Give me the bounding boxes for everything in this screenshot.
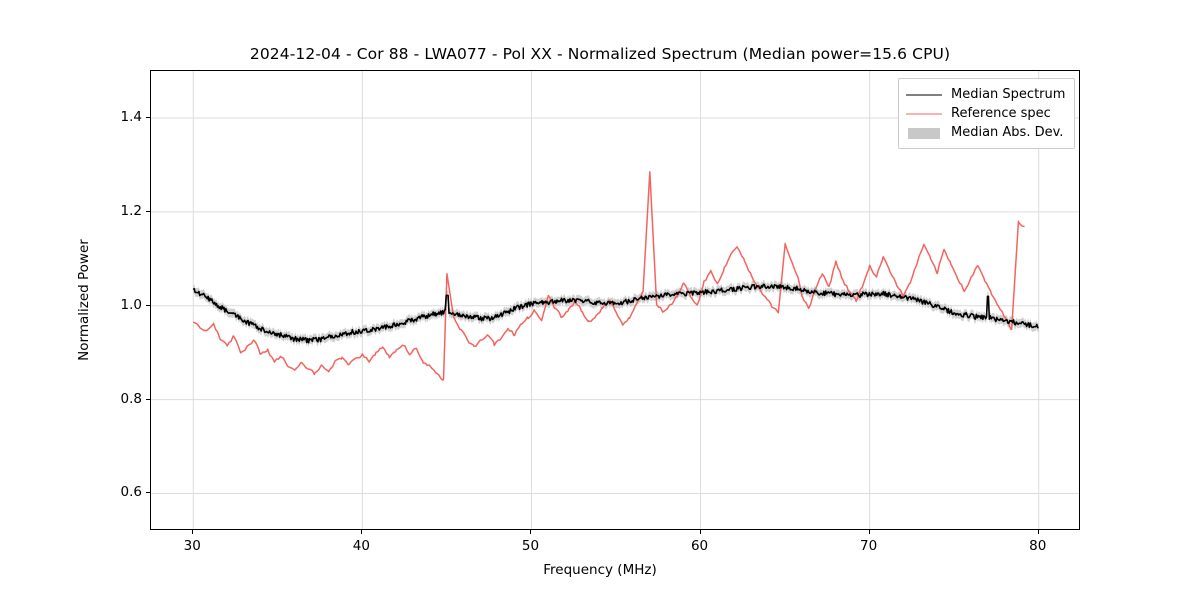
plot-svg <box>151 71 1079 529</box>
y-tick-mark <box>146 398 150 400</box>
legend-box[interactable]: Median Spectrum Reference spec Median Ab… <box>898 78 1076 149</box>
x-tick-label: 50 <box>521 538 540 554</box>
y-tick-mark <box>146 210 150 212</box>
median-spectrum-line <box>192 283 1039 344</box>
x-tick-label: 30 <box>183 538 201 554</box>
y-tick-mark <box>146 304 150 306</box>
legend-swatch-median-spectrum <box>906 88 942 102</box>
legend-label-median-abs-dev: Median Abs. Dev. <box>951 125 1064 140</box>
median-abs-dev-band <box>193 279 1039 348</box>
legend-swatch-reference-spec <box>906 107 942 121</box>
x-tick-mark <box>361 530 363 534</box>
y-tick-label: 0.8 <box>120 390 142 407</box>
x-tick-mark <box>192 530 194 534</box>
x-tick-label: 40 <box>352 538 370 554</box>
legend-label-median-spectrum: Median Spectrum <box>951 87 1066 102</box>
reference-spec-line <box>192 171 1025 381</box>
y-axis-label: Normalized Power <box>76 239 92 361</box>
x-tick-label: 60 <box>690 538 709 554</box>
y-tick-mark <box>146 116 150 118</box>
legend-swatch-median-abs-dev <box>906 126 942 140</box>
y-tick-label: 1.0 <box>120 296 142 313</box>
y-tick-label: 1.2 <box>120 202 142 219</box>
chart-title: 2024-12-04 - Cor 88 - LWA077 - Pol XX - … <box>249 45 951 63</box>
x-tick-mark <box>868 530 870 534</box>
y-tick-label: 0.6 <box>120 484 142 501</box>
x-tick-mark <box>1037 530 1039 534</box>
x-tick-mark <box>699 530 701 534</box>
grid-lines <box>151 71 1079 529</box>
legend-label-reference-spec: Reference spec <box>951 106 1051 121</box>
legend-item-median-spectrum[interactable]: Median Spectrum <box>906 85 1065 104</box>
y-tick-mark <box>146 492 150 494</box>
legend-item-reference-spec[interactable]: Reference spec <box>906 104 1065 123</box>
x-tick-label: 70 <box>860 538 878 554</box>
x-tick-label: 80 <box>1029 538 1047 554</box>
x-axis-label: Frequency (MHz) <box>543 562 657 578</box>
x-tick-mark <box>530 530 532 534</box>
y-tick-label: 1.4 <box>120 108 142 125</box>
legend-item-median-abs-dev[interactable]: Median Abs. Dev. <box>906 123 1065 142</box>
